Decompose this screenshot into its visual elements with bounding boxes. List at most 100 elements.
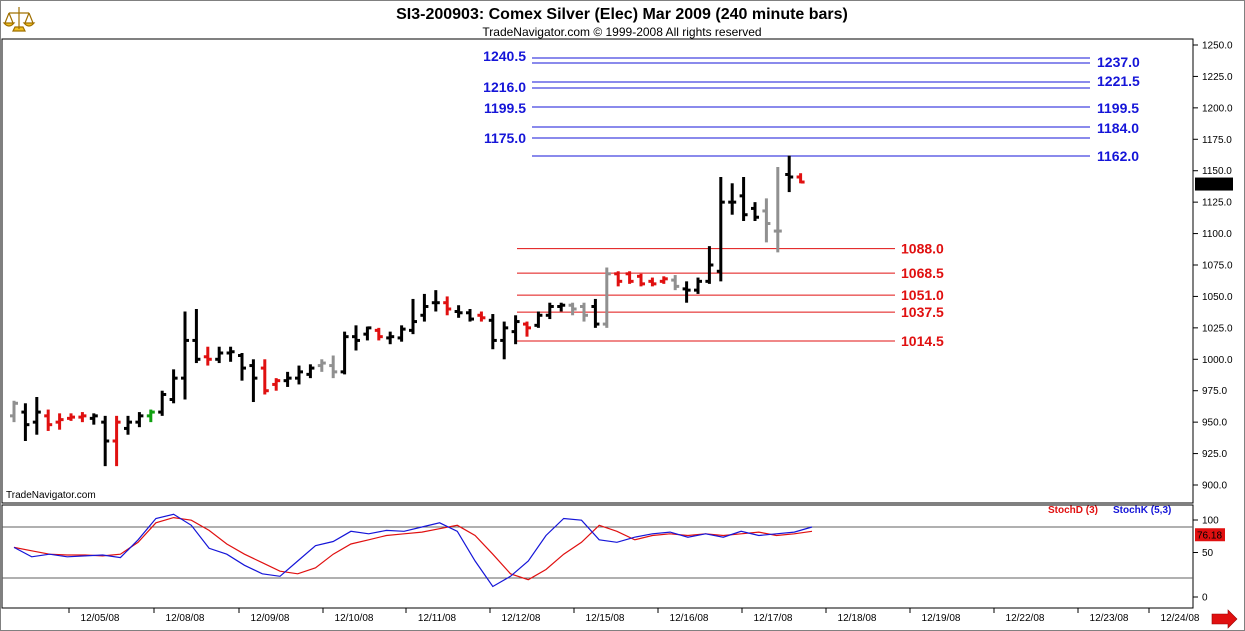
legend-stochd: StochD (3): [1048, 505, 1098, 516]
resistance-label-right: 1237.0: [1097, 54, 1140, 70]
price-bar: [226, 346, 235, 362]
price-bar: [386, 331, 395, 345]
resistance-label-right: 1221.5: [1097, 73, 1140, 89]
date-tick-label: 12/15/08: [586, 613, 625, 624]
price-tick-label: 1225.0: [1202, 72, 1233, 83]
price-bar: [352, 325, 360, 351]
resistance-label-left: 1175.0: [484, 130, 526, 146]
price-bar: [295, 365, 303, 385]
date-tick-label: 12/05/08: [81, 613, 120, 624]
date-tick-label: 12/22/08: [1006, 613, 1045, 624]
price-bar: [397, 325, 406, 342]
price-bar: [648, 277, 657, 287]
date-tick-label: 12/16/08: [670, 613, 709, 624]
date-tick-label: 12/09/08: [251, 613, 290, 624]
date-tick-label: 12/11/08: [418, 613, 457, 624]
price-bar: [614, 271, 623, 287]
price-bar: [671, 275, 680, 291]
price-tick-label: 1175.0: [1202, 135, 1232, 146]
price-bar: [78, 412, 87, 423]
price-bar: [557, 302, 566, 312]
price-bar: [728, 183, 737, 215]
price-tick-label: 1075.0: [1202, 261, 1233, 272]
resistance-label-left: 1240.5: [483, 48, 526, 64]
price-tick-label: 1000.0: [1202, 355, 1233, 366]
price-bar: [773, 166, 782, 253]
support-label: 1014.5: [901, 333, 944, 349]
last-price-label: 1139.0: [1197, 180, 1227, 191]
price-bar: [32, 397, 41, 435]
price-tick-label: 1250.0: [1202, 41, 1233, 52]
stochastic-lines: [2, 513, 1193, 588]
date-tick-label: 12/23/08: [1090, 613, 1129, 624]
scroll-right-icon[interactable]: [1211, 609, 1238, 629]
resistance-label-left: 1216.0: [483, 79, 526, 95]
price-bar: [238, 353, 246, 381]
date-tick-label: 12/18/08: [838, 613, 877, 624]
price-tick-label: 1100.0: [1202, 229, 1232, 240]
price-bar: [762, 198, 771, 243]
price-bar: [169, 369, 178, 404]
price-tick-label: 1050.0: [1202, 292, 1233, 303]
chart-title: SI3-200903: Comex Silver (Elec) Mar 2009…: [396, 6, 848, 23]
resistance-label-right: 1184.0: [1097, 120, 1139, 136]
price-bar: [112, 415, 121, 467]
stochastic-panel: [1, 504, 1194, 609]
resistance-label-left: 1199.5: [484, 100, 526, 116]
price-tick-label: 925.0: [1202, 449, 1227, 460]
scale-balance-icon: [2, 7, 36, 32]
support-label: 1068.5: [901, 265, 944, 281]
watermark: TradeNavigator.com: [6, 490, 96, 501]
price-bar: [454, 305, 463, 318]
price-bar: [21, 403, 30, 441]
price-bar: [602, 267, 611, 328]
price-tick-label: 1025.0: [1202, 323, 1233, 334]
price-bar: [146, 409, 155, 423]
price-bar: [374, 327, 383, 341]
stoch-tick-label: 50: [1202, 548, 1214, 559]
price-bar: [466, 309, 474, 322]
price-bar: [443, 296, 452, 316]
last-price-box: [1195, 177, 1233, 191]
price-bar: [637, 273, 645, 287]
price-bar: [785, 155, 794, 193]
date-tick-label: 12/24/08: [1161, 613, 1200, 624]
resistance-label-right: 1199.5: [1097, 100, 1139, 116]
price-bar: [10, 400, 18, 423]
price-tick-label: 900.0: [1202, 481, 1227, 492]
price-bar: [659, 276, 668, 284]
date-tick-label: 12/12/08: [502, 613, 541, 624]
price-bar: [340, 331, 349, 375]
support-label: 1051.0: [901, 287, 944, 303]
chart-copyright: TradeNavigator.com © 1999-2008 All right…: [482, 25, 761, 39]
price-bars: [10, 155, 805, 467]
price-bar: [89, 413, 98, 425]
support-label: 1088.0: [901, 241, 944, 257]
price-bar: [55, 413, 64, 430]
price-bar: [796, 173, 805, 184]
price-bar: [477, 311, 486, 322]
price-bar: [431, 290, 440, 312]
price-bar: [591, 298, 600, 328]
price-bar: [751, 202, 759, 221]
price-bar: [203, 346, 212, 366]
price-bar: [272, 378, 281, 391]
stoch-tick-label: 100: [1202, 516, 1219, 527]
price-bar: [694, 277, 702, 294]
price-bar: [283, 371, 292, 387]
price-bar: [215, 346, 224, 364]
price-axis: 1250.0 1225.0 1200.0 1175.0 1150.0 1125.0 1100…: [1193, 41, 1233, 492]
price-bar: [716, 177, 725, 282]
price-bar: [329, 355, 338, 379]
price-bar: [500, 321, 509, 360]
price-bar: [306, 364, 315, 379]
price-bar: [682, 281, 691, 303]
date-tick-label: 12/17/08: [754, 613, 793, 624]
price-bar: [135, 412, 144, 428]
price-bar: [249, 359, 258, 403]
price-tick-label: 1150.0: [1202, 166, 1232, 177]
price-bar: [705, 246, 714, 284]
stoch-value-box: [1195, 528, 1225, 542]
